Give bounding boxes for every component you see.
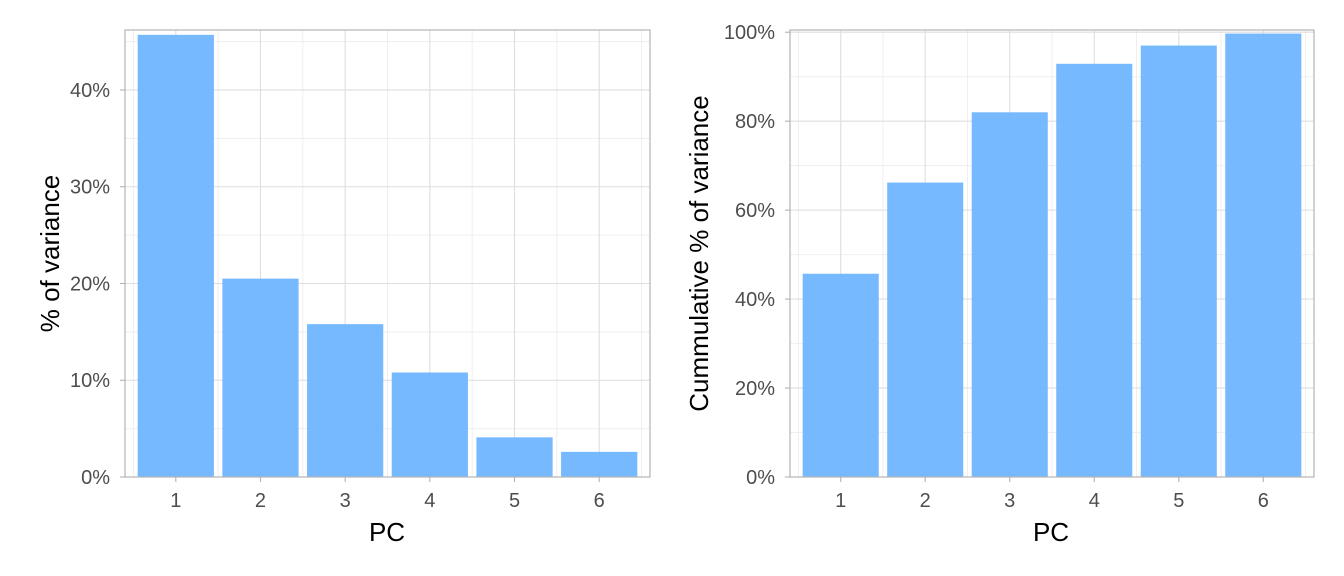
bar-pc-6	[561, 451, 638, 477]
bar-pc-3	[971, 112, 1048, 478]
x-tick-label: 2	[920, 490, 931, 512]
bar-pc-1	[802, 273, 879, 477]
bar-pc-1	[137, 34, 214, 478]
y-tick-label: 30%	[70, 177, 110, 199]
bar-pc-4	[1056, 63, 1133, 478]
bar-pc-3	[307, 324, 384, 477]
x-tick-label: 5	[509, 490, 520, 512]
y-tick-label: 0%	[81, 467, 110, 489]
y-tick-label: 60%	[735, 200, 775, 222]
y-tick-label: 20%	[735, 378, 775, 400]
x-tick-label: 3	[340, 490, 351, 512]
bar-pc-4	[391, 372, 468, 477]
bar-pc-5	[1140, 45, 1217, 477]
x-tick-label: 4	[1089, 490, 1100, 512]
x-tick-label: 2	[255, 490, 266, 512]
cumulative-variance-chart: 0% 20% 40% 60% 80% 100% 1 2 3 4 5 6 PC Cummulative …	[684, 22, 1315, 547]
panel-border	[789, 29, 1315, 478]
x-tick-label: 6	[594, 490, 605, 512]
chart-panel-cumulative-variance: 0% 20% 40% 60% 80% 100% 1 2 3 4 5 6 PC Cummulative …	[672, 0, 1344, 576]
y-tick-label: 0%	[746, 467, 775, 489]
y-axis-title: % of variance	[35, 175, 65, 333]
y-tick-label: 10%	[70, 370, 110, 392]
x-tick-label: 3	[1004, 490, 1015, 512]
variance-chart: 0% 10% 20% 30% 40% 1 2 3 4 5 6 PC % of variance	[35, 29, 651, 547]
x-tick-label: 6	[1258, 490, 1269, 512]
panel-border	[124, 29, 651, 478]
y-axis-title: Cummulative % of variance	[684, 95, 714, 411]
bar-pc-6	[1225, 33, 1302, 478]
y-tick-label: 100%	[724, 22, 775, 44]
y-tick-label: 40%	[735, 289, 775, 311]
x-tick-label: 1	[170, 490, 181, 512]
y-tick-label: 40%	[70, 80, 110, 102]
bar-pc-2	[222, 278, 299, 477]
x-axis-title: PC	[1033, 517, 1069, 547]
x-tick-label: 1	[835, 490, 846, 512]
bar-pc-2	[887, 182, 964, 477]
chart-panel-variance: 0% 10% 20% 30% 40% 1 2 3 4 5 6 PC % of variance	[35, 29, 651, 547]
y-tick-label: 20%	[70, 273, 110, 295]
y-tick-label: 80%	[735, 111, 775, 133]
bar-pc-5	[476, 437, 553, 477]
x-tick-label: 4	[424, 490, 435, 512]
x-tick-label: 5	[1173, 490, 1184, 512]
x-axis-title: PC	[369, 517, 405, 547]
